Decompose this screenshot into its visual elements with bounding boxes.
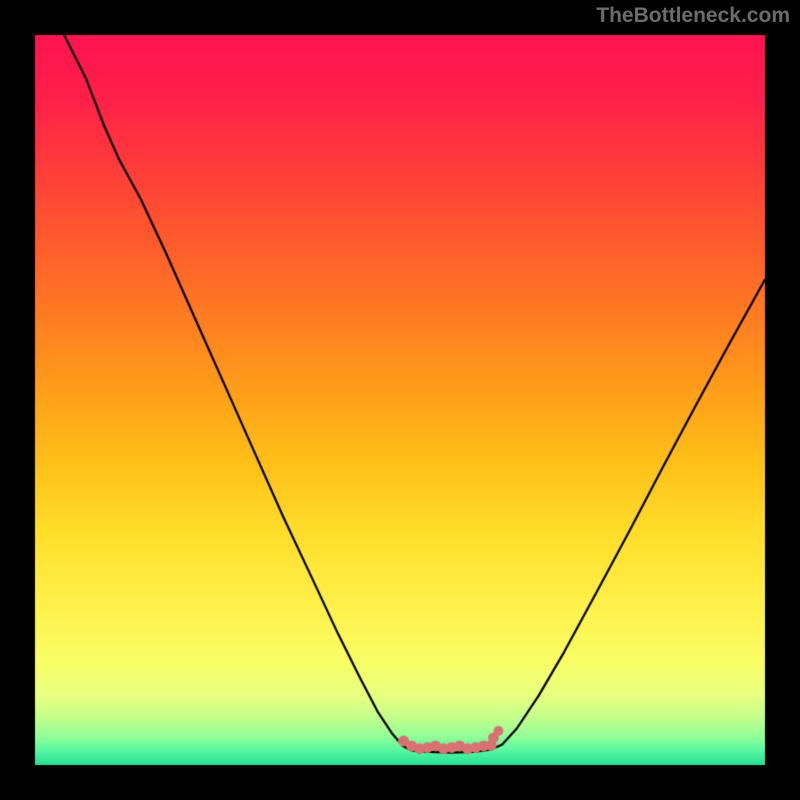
chart-stage: TheBottleneck.com xyxy=(0,0,800,800)
bottleneck-chart-canvas xyxy=(0,0,800,800)
